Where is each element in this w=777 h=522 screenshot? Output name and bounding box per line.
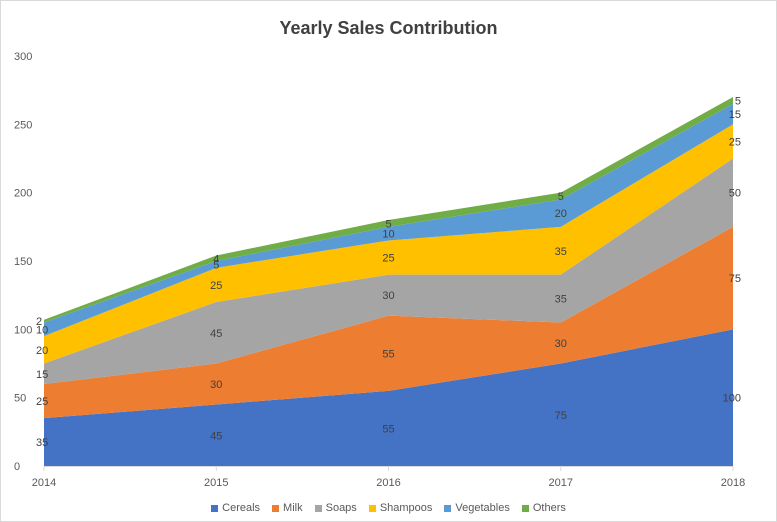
area-shampoos bbox=[44, 124, 733, 364]
legend-item-vegetables: Vegetables bbox=[444, 502, 510, 514]
x-tick-label: 2016 bbox=[376, 477, 400, 489]
legend-item-milk: Milk bbox=[272, 502, 303, 514]
legend-item-cereals: Cereals bbox=[211, 502, 260, 514]
legend-swatch bbox=[368, 504, 376, 512]
data-label-milk: 30 bbox=[555, 338, 567, 350]
legend-swatch bbox=[521, 504, 529, 512]
legend-swatch bbox=[211, 504, 219, 512]
data-label-others: 5 bbox=[735, 95, 741, 107]
y-tick-label: 150 bbox=[14, 256, 32, 268]
legend-swatch bbox=[272, 504, 280, 512]
data-label-soaps: 15 bbox=[36, 369, 48, 381]
x-tick-label: 2017 bbox=[549, 477, 573, 489]
data-label-soaps: 35 bbox=[555, 294, 567, 306]
data-label-shampoos: 25 bbox=[210, 280, 222, 292]
data-label-shampoos: 20 bbox=[36, 345, 48, 357]
y-tick-label: 100 bbox=[14, 324, 32, 336]
legend-item-others: Others bbox=[521, 502, 566, 514]
legend-label: Soaps bbox=[325, 502, 357, 514]
data-label-vegetables: 5 bbox=[213, 259, 219, 271]
data-label-cereals: 55 bbox=[382, 423, 394, 435]
y-tick-label: 250 bbox=[14, 119, 32, 131]
legend-label: Cereals bbox=[222, 502, 261, 514]
legend-label: Vegetables bbox=[455, 502, 510, 514]
data-label-shampoos: 25 bbox=[382, 253, 394, 265]
data-label-vegetables: 10 bbox=[36, 324, 48, 336]
data-label-shampoos: 25 bbox=[729, 136, 741, 148]
legend-swatch bbox=[444, 504, 452, 512]
data-label-others: 5 bbox=[385, 218, 391, 230]
data-label-vegetables: 15 bbox=[729, 109, 741, 121]
area-soaps bbox=[44, 158, 733, 384]
chart-title: Yearly Sales Contribution bbox=[279, 18, 498, 38]
data-label-soaps: 30 bbox=[382, 290, 394, 302]
legend-label: Milk bbox=[283, 502, 303, 514]
y-tick-label: 0 bbox=[14, 461, 20, 473]
y-tick-label: 300 bbox=[14, 51, 32, 63]
data-label-cereals: 35 bbox=[36, 437, 48, 449]
data-label-milk: 75 bbox=[729, 273, 741, 285]
x-tick-label: 2018 bbox=[721, 477, 745, 489]
y-tick-label: 50 bbox=[14, 393, 26, 405]
data-label-others: 5 bbox=[558, 191, 564, 203]
data-label-milk: 25 bbox=[36, 396, 48, 408]
data-label-others: 2 bbox=[36, 316, 42, 328]
data-label-others: 4 bbox=[213, 253, 219, 265]
legend-item-soaps: Soaps bbox=[314, 502, 357, 514]
legend-item-shampoos: Shampoos bbox=[368, 502, 433, 514]
data-label-soaps: 45 bbox=[210, 328, 222, 340]
data-label-milk: 55 bbox=[382, 348, 394, 360]
x-tick-label: 2014 bbox=[32, 477, 56, 489]
area-milk bbox=[44, 226, 733, 419]
data-label-cereals: 45 bbox=[210, 430, 222, 442]
data-label-cereals: 100 bbox=[723, 393, 741, 405]
legend-label: Others bbox=[532, 502, 566, 514]
y-tick-label: 200 bbox=[14, 188, 32, 200]
data-label-milk: 30 bbox=[210, 379, 222, 391]
data-label-vegetables: 10 bbox=[382, 229, 394, 241]
chart-legend: Cereals Milk Soaps Shampoos Vegetables Others bbox=[0, 502, 777, 514]
x-tick-label: 2015 bbox=[204, 477, 228, 489]
data-label-vegetables: 20 bbox=[555, 208, 567, 220]
data-label-shampoos: 35 bbox=[555, 246, 567, 258]
data-label-soaps: 50 bbox=[729, 188, 741, 200]
legend-swatch bbox=[314, 504, 322, 512]
legend-label: Shampoos bbox=[379, 502, 433, 514]
data-label-cereals: 75 bbox=[555, 410, 567, 422]
